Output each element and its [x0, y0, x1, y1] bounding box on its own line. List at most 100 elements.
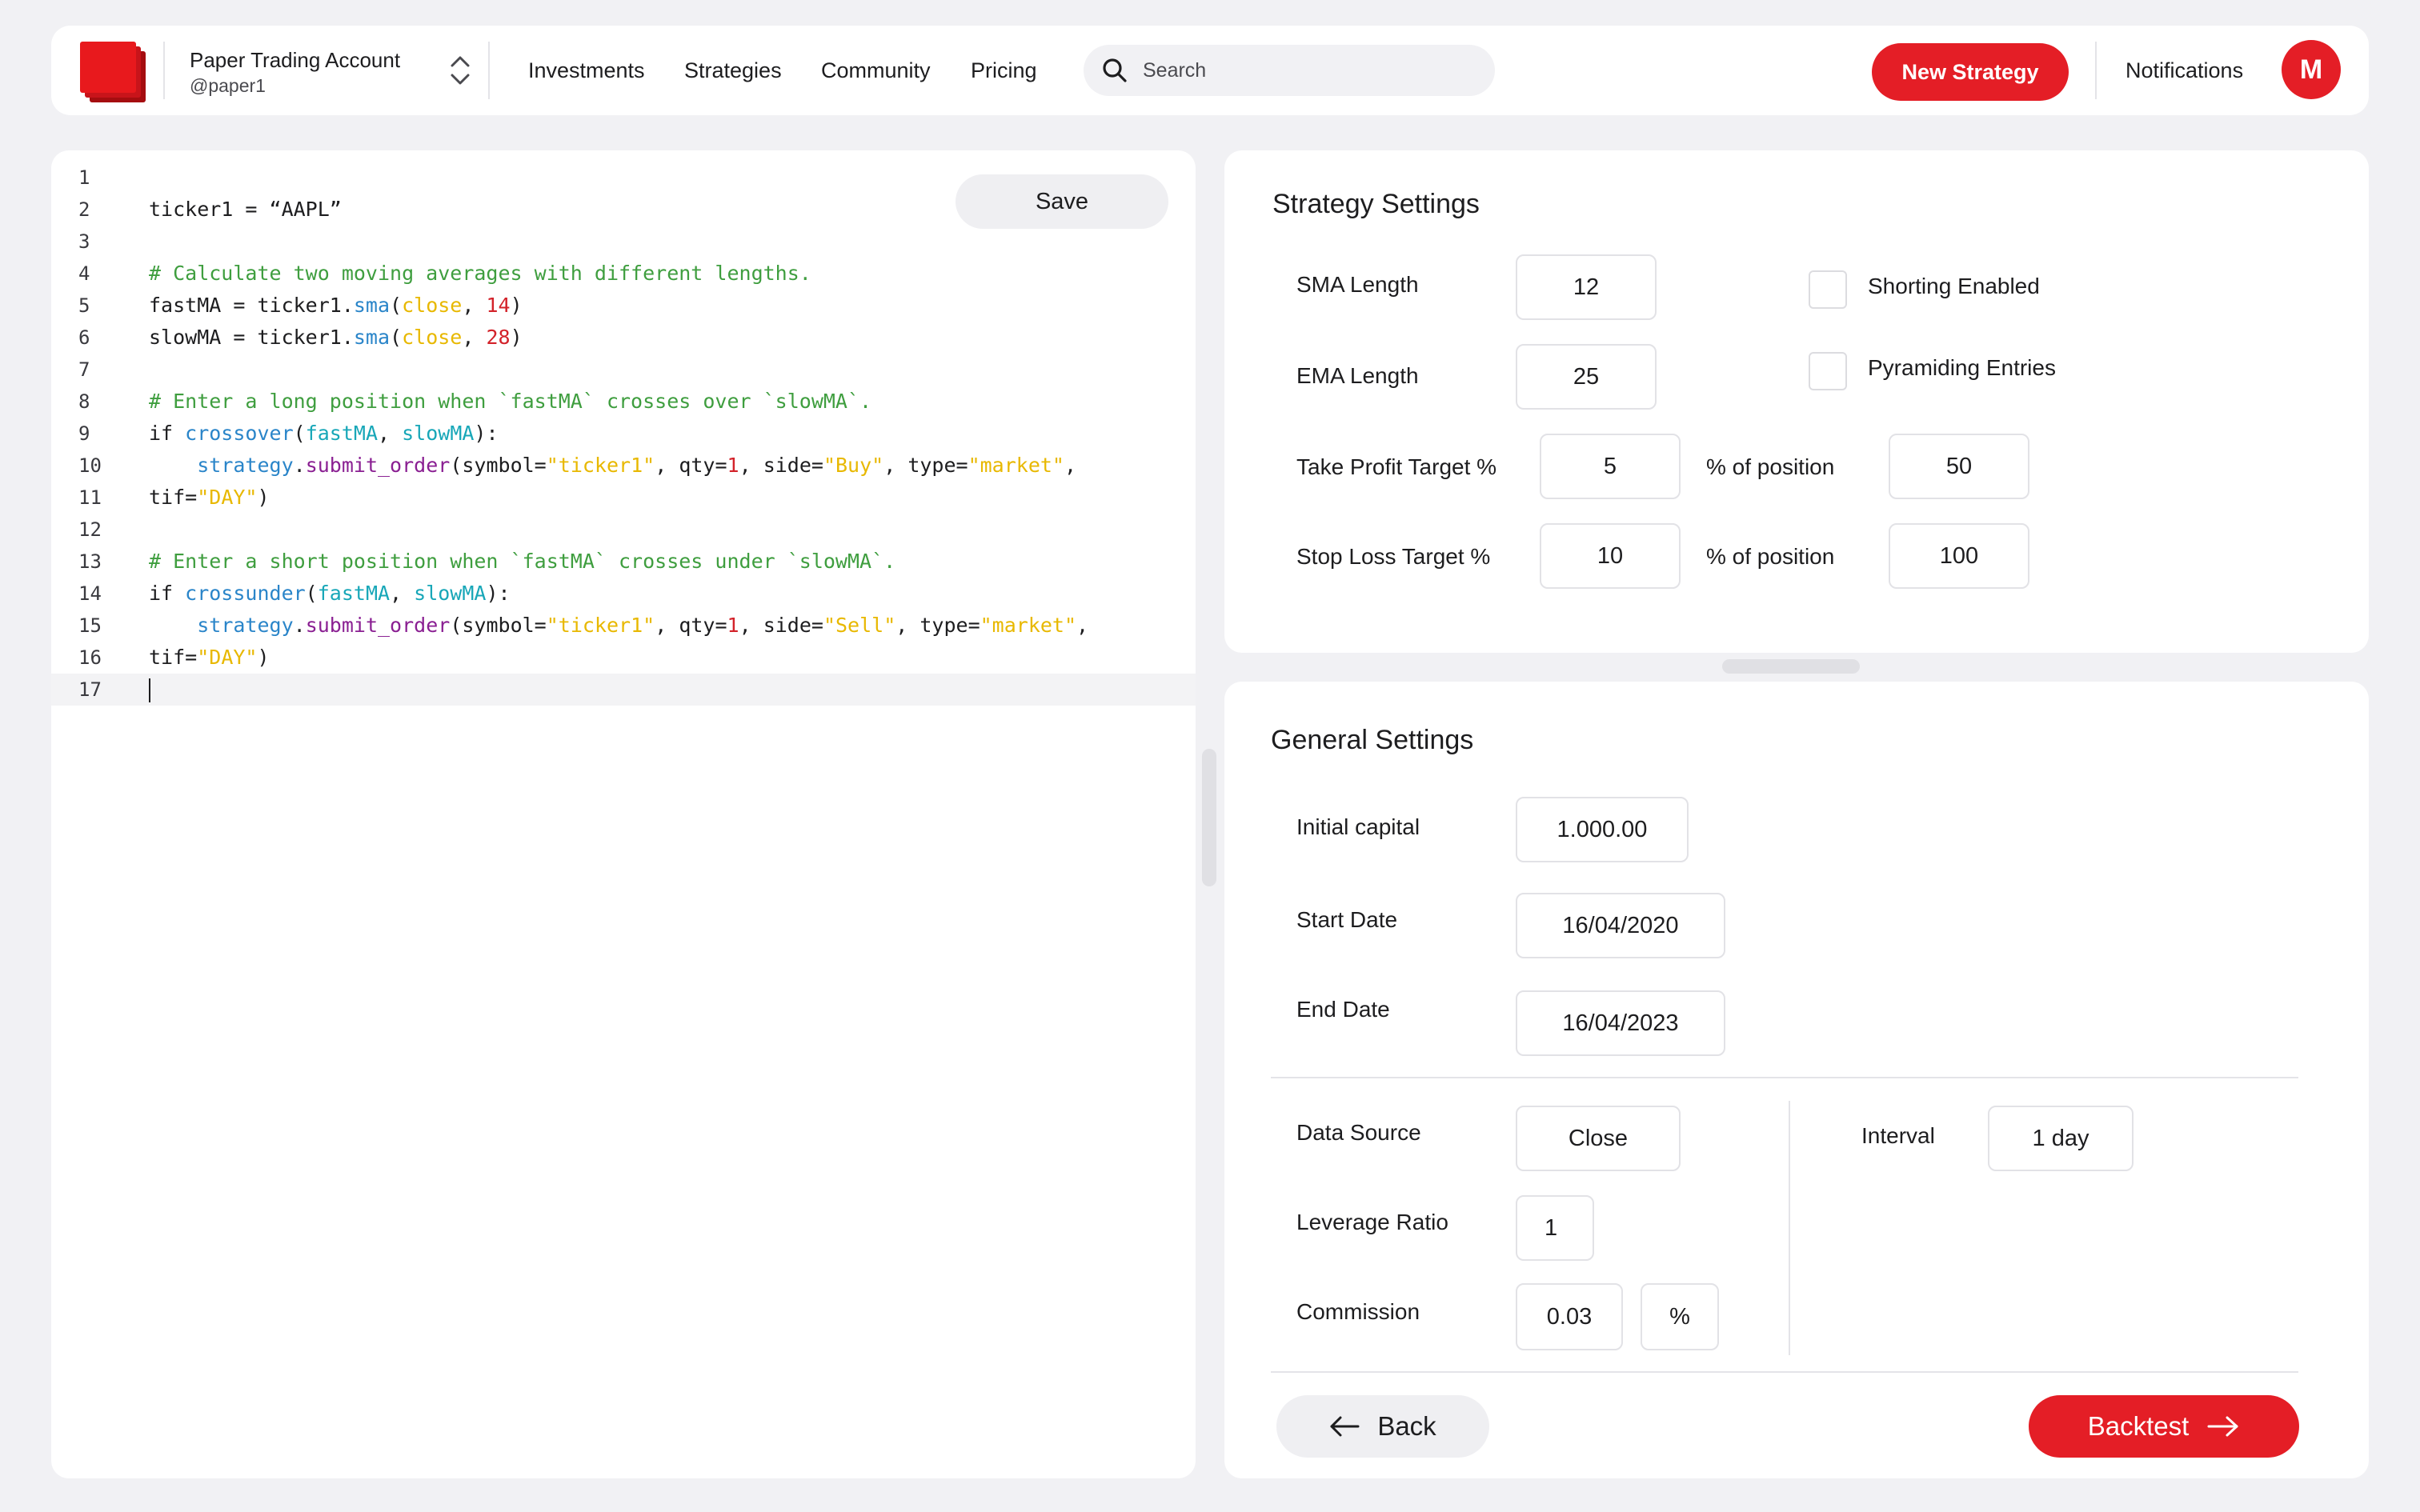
backtest-button[interactable]: Backtest	[2029, 1395, 2299, 1458]
arrow-right-icon	[2207, 1416, 2238, 1437]
code-line[interactable]: 9 if crossover(fastMA, slowMA):	[51, 418, 1196, 450]
code-text[interactable]: slowMA = ticker1.sma(close, 28)	[149, 326, 523, 349]
code-text[interactable]: # Enter a long position when `fastMA` cr…	[149, 390, 872, 413]
commission-input[interactable]	[1516, 1283, 1623, 1350]
code-text[interactable]: if crossunder(fastMA, slowMA):	[149, 582, 511, 605]
strategy-settings-panel: Strategy Settings SMA Length EMA Length …	[1224, 150, 2369, 653]
code-text[interactable]: tif="DAY")	[149, 486, 270, 509]
code-line[interactable]: 17	[51, 674, 1196, 706]
leverage-ratio-label: Leverage Ratio	[1296, 1210, 1448, 1234]
general-settings-panel: General Settings Initial capital Start D…	[1224, 682, 2369, 1478]
divider	[1271, 1077, 2298, 1078]
code-text[interactable]: strategy.submit_order(symbol="ticker1", …	[197, 454, 1077, 477]
save-button[interactable]: Save	[956, 174, 1168, 229]
strategy-settings-title: Strategy Settings	[1272, 189, 1480, 219]
data-source-select[interactable]	[1516, 1106, 1681, 1171]
sma-length-input[interactable]	[1516, 254, 1657, 320]
new-strategy-button[interactable]: New Strategy	[1872, 43, 2069, 101]
code-line[interactable]: 12	[51, 514, 1196, 546]
line-number: 9	[78, 422, 90, 445]
code-text[interactable]: if crossover(fastMA, slowMA):	[149, 422, 499, 445]
line-number: 12	[78, 518, 102, 541]
take-profit-label: Take Profit Target %	[1296, 454, 1497, 479]
end-date-label: End Date	[1296, 997, 1390, 1022]
search-icon	[1103, 58, 1127, 82]
splitter-handle-horizontal[interactable]	[1722, 659, 1860, 674]
code-text[interactable]: strategy.submit_order(symbol="ticker1", …	[197, 614, 1089, 637]
code-line[interactable]: 3	[51, 226, 1196, 258]
take-profit-position-input[interactable]	[1889, 434, 2029, 499]
code-line[interactable]: 14 if crossunder(fastMA, slowMA):	[51, 578, 1196, 610]
code-line[interactable]: 16 tif="DAY")	[51, 642, 1196, 674]
commission-unit-select[interactable]: %	[1641, 1283, 1719, 1350]
account-name: Paper Trading Account	[190, 48, 401, 72]
stop-loss-position-label: % of position	[1706, 544, 1835, 569]
nav-community[interactable]: Community	[821, 58, 931, 82]
nav-pricing[interactable]: Pricing	[971, 58, 1037, 82]
pyramiding-entries-checkbox[interactable]	[1809, 352, 1847, 390]
code-line[interactable]: 1	[51, 162, 1196, 194]
splitter-handle-vertical[interactable]	[1202, 749, 1216, 886]
chevron-up-down-icon[interactable]	[447, 51, 474, 90]
commission-label: Commission	[1296, 1299, 1420, 1324]
code-text[interactable]: # Calculate two moving averages with dif…	[149, 262, 811, 285]
shorting-enabled-checkbox[interactable]	[1809, 270, 1847, 309]
sma-length-label: SMA Length	[1296, 272, 1419, 297]
ema-length-label: EMA Length	[1296, 363, 1419, 388]
code-line[interactable]: 10 strategy.submit_order(symbol="ticker1…	[51, 450, 1196, 482]
start-date-label: Start Date	[1296, 907, 1398, 932]
top-bar: Paper Trading Account @paper1 Investment…	[51, 26, 2369, 115]
leverage-ratio-input[interactable]	[1516, 1195, 1594, 1261]
code-text[interactable]: # Enter a short position when `fastMA` c…	[149, 550, 896, 573]
line-number: 8	[78, 390, 90, 413]
line-number: 3	[78, 230, 90, 253]
code-text[interactable]	[149, 674, 150, 706]
code-text[interactable]: tif="DAY")	[149, 646, 270, 669]
back-button[interactable]: Back	[1276, 1395, 1489, 1458]
shorting-enabled-label: Shorting Enabled	[1868, 274, 2040, 298]
code-line[interactable]: 7	[51, 354, 1196, 386]
start-date-input[interactable]	[1516, 893, 1725, 958]
divider	[1789, 1101, 1790, 1355]
divider	[163, 42, 165, 99]
nav-investments[interactable]: Investments	[528, 58, 645, 82]
brand-logo[interactable]	[80, 42, 146, 102]
line-number: 4	[78, 262, 90, 285]
line-number: 11	[78, 486, 102, 509]
divider	[488, 42, 490, 99]
code-line[interactable]: 4 # Calculate two moving averages with di…	[51, 258, 1196, 290]
line-number: 1	[78, 166, 90, 189]
text-caret	[149, 678, 150, 702]
code-line[interactable]: 13 # Enter a short position when `fastMA`…	[51, 546, 1196, 578]
initial-capital-input[interactable]	[1516, 797, 1689, 862]
search-input[interactable]	[1143, 58, 1447, 82]
code-line[interactable]: 2 ticker1 = “AAPL”	[51, 194, 1196, 226]
code-text[interactable]: ticker1 = “AAPL”	[149, 198, 342, 221]
nav-strategies[interactable]: Strategies	[684, 58, 782, 82]
divider	[2095, 42, 2097, 99]
line-number: 16	[78, 646, 102, 669]
code-editor[interactable]: 1 2 ticker1 = “AAPL” 3 4 # Calculate two movi…	[51, 150, 1196, 1478]
line-number: 7	[78, 358, 90, 381]
avatar[interactable]: M	[2282, 40, 2341, 99]
search-bar[interactable]	[1084, 45, 1495, 96]
take-profit-input[interactable]	[1540, 434, 1681, 499]
stop-loss-input[interactable]	[1540, 523, 1681, 589]
arrow-left-icon	[1330, 1416, 1360, 1437]
account-handle: @paper1	[190, 75, 266, 96]
code-line[interactable]: 11 tif="DAY")	[51, 482, 1196, 514]
code-line[interactable]: 15 strategy.submit_order(symbol="ticker1…	[51, 610, 1196, 642]
end-date-input[interactable]	[1516, 990, 1725, 1056]
code-text[interactable]: fastMA = ticker1.sma(close, 14)	[149, 294, 523, 317]
line-number: 17	[78, 678, 102, 701]
code-line[interactable]: 6 slowMA = ticker1.sma(close, 28)	[51, 322, 1196, 354]
notifications-link[interactable]: Notifications	[2126, 58, 2244, 82]
account-switcher[interactable]: Paper Trading Account @paper1	[190, 46, 400, 98]
interval-select[interactable]	[1988, 1106, 2134, 1171]
ema-length-input[interactable]	[1516, 344, 1657, 410]
interval-label: Interval	[1861, 1123, 1935, 1148]
code-line[interactable]: 5 fastMA = ticker1.sma(close, 14)	[51, 290, 1196, 322]
code-line[interactable]: 8 # Enter a long position when `fastMA` c…	[51, 386, 1196, 418]
stop-loss-position-input[interactable]	[1889, 523, 2029, 589]
divider	[1271, 1371, 2298, 1373]
